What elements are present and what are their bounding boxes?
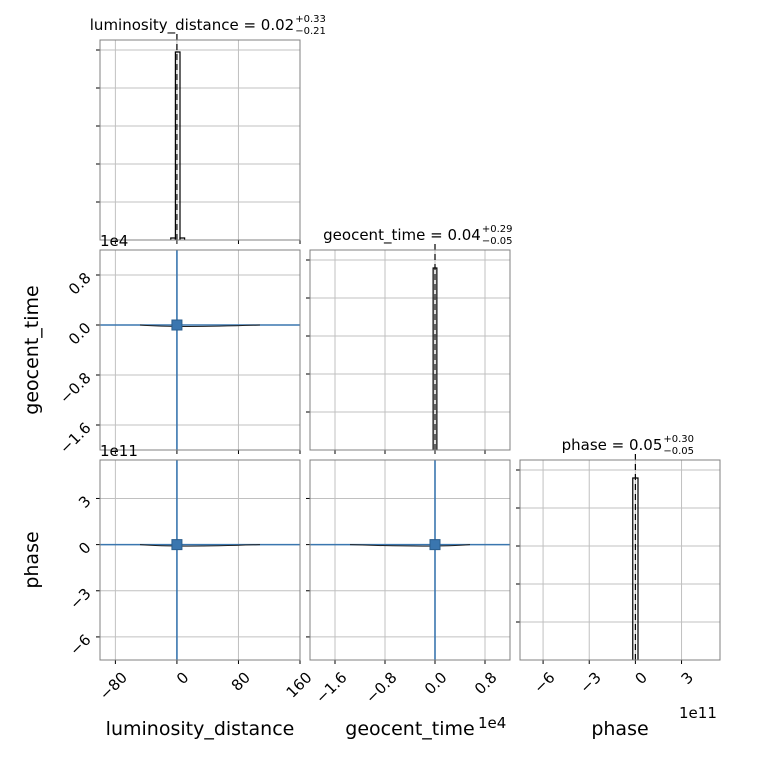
contour-geocent_time-phase: [349, 544, 471, 547]
offset-label-geocent_time-y: 1e4: [100, 232, 128, 250]
xtick-label-phase: −6: [530, 668, 558, 696]
xtick-label-geocent_time: −1.6: [312, 668, 350, 706]
xtick-label-luminosity_distance: 0: [173, 668, 192, 687]
truth-marker-luminosity_distance-geocent_time: [171, 319, 183, 331]
yaxis-label-phase: phase: [21, 531, 43, 588]
xtick-label-luminosity_distance: 80: [228, 668, 254, 694]
panel-2-1-frame: [309, 459, 511, 661]
xtick-label-luminosity_distance: −80: [96, 668, 131, 703]
title-upper-phase: +0.30: [663, 434, 694, 445]
truth-marker-luminosity_distance-phase: [171, 539, 183, 551]
title-geocent_time: geocent_time = 0.04: [323, 226, 481, 245]
contour-luminosity_distance-geocent_time: [139, 324, 261, 327]
contour-luminosity_distance-phase: [139, 544, 261, 547]
ytick-label-geocent_time: −0.8: [56, 369, 94, 407]
title-lower-geocent_time: −0.05: [482, 236, 513, 247]
xtick-label-phase: 3: [678, 668, 697, 687]
xtick-label-geocent_time: 0.8: [471, 668, 501, 698]
hist-bar-luminosity_distance-2: [179, 237, 186, 240]
xtick-label-phase: 0: [631, 668, 650, 687]
title-lower-phase: −0.05: [663, 446, 694, 457]
title-phase: phase = 0.05: [562, 436, 663, 454]
ytick-label-phase: −6: [66, 631, 94, 659]
title-luminosity_distance: luminosity_distance = 0.02: [90, 16, 294, 35]
xtick-label-luminosity_distance: 160: [283, 668, 316, 701]
title-lower-luminosity_distance: −0.21: [295, 26, 326, 37]
offset-label-phase-x: 1e11: [679, 704, 717, 722]
ytick-label-geocent_time: 0.0: [65, 319, 95, 349]
ytick-label-geocent_time: 0.8: [65, 269, 95, 299]
yaxis-label-geocent_time: geocent_time: [21, 285, 43, 414]
ytick-label-phase: 0: [75, 538, 94, 557]
ytick-label-geocent_time: −1.6: [56, 419, 94, 457]
ytick-label-phase: 3: [75, 492, 94, 511]
xaxis-label-geocent_time: geocent_time: [345, 718, 474, 740]
title-upper-luminosity_distance: +0.33: [295, 14, 326, 25]
truth-marker-geocent_time-phase: [429, 539, 441, 551]
hist-bar-luminosity_distance-1: [174, 51, 181, 240]
title-upper-geocent_time: +0.29: [482, 224, 513, 235]
xtick-label-geocent_time: −0.8: [362, 668, 400, 706]
offset-label-geocent_time-x: 1e4: [478, 714, 506, 732]
offset-label-phase-y: 1e11: [100, 442, 138, 460]
xtick-label-geocent_time: 0.0: [421, 668, 451, 698]
xtick-label-phase: −3: [576, 668, 604, 696]
ytick-label-phase: −3: [66, 585, 94, 613]
panel-1-1-frame: [309, 249, 511, 451]
panel-2-0-frame: [99, 459, 301, 661]
xaxis-label-luminosity_distance: luminosity_distance: [106, 718, 295, 740]
panel-2-2-frame: [519, 459, 721, 661]
xaxis-label-phase: phase: [591, 718, 648, 740]
panel-0-0-frame: [99, 39, 301, 241]
panel-1-0-frame: [99, 249, 301, 451]
